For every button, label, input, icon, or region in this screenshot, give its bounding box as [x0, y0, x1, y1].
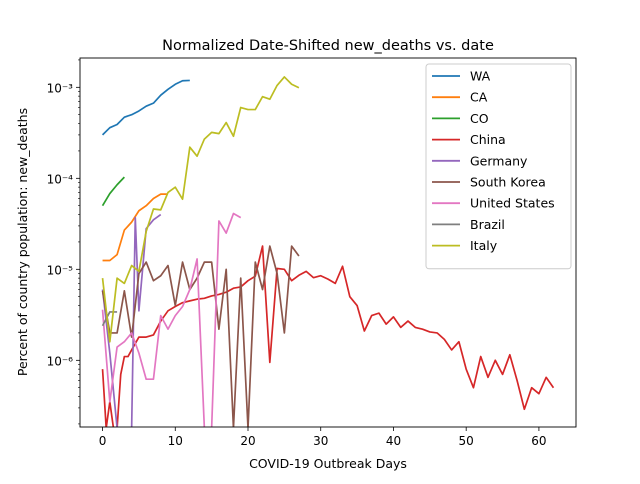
legend-label: Brazil: [470, 217, 505, 232]
legend-label: Germany: [470, 153, 528, 168]
series-line-south-korea: [101, 245, 300, 427]
y-tick-label: 10⁻⁴: [47, 172, 74, 186]
y-tick-label: 10⁻³: [47, 81, 74, 95]
x-axis: 0 10 20 30 40 50 60: [99, 427, 547, 448]
legend-label: United States: [470, 196, 555, 211]
legend-box: [425, 63, 572, 270]
series-line-ca: [102, 193, 168, 262]
series-line-united-states: [101, 212, 242, 427]
legend-label: WA: [470, 69, 491, 84]
legend-label: Italy: [470, 238, 498, 253]
legend-label: CA: [470, 90, 488, 105]
chart-title: Normalized Date-Shifted new_deaths vs. d…: [162, 38, 494, 54]
x-tick-label: 20: [240, 434, 255, 448]
plot-frame: [79, 57, 577, 428]
series-line-italy: [101, 76, 300, 343]
x-tick-label: 10: [168, 434, 183, 448]
series-line-china: [101, 245, 555, 427]
x-tick-label: 40: [386, 434, 401, 448]
y-axis: 10⁻⁶ 10⁻⁵ 10⁻⁴ 10⁻³: [47, 59, 80, 425]
y-axis-label: Percent of country population: new_death…: [15, 108, 30, 376]
x-tick-label: 0: [99, 434, 107, 448]
legend-label: CO: [470, 111, 489, 126]
y-tick-label: 10⁻⁶: [47, 354, 74, 368]
x-axis-label: COVID-19 Outbreak Days: [249, 456, 407, 471]
y-tick-label: 10⁻⁵: [47, 263, 74, 277]
x-tick-label: 60: [531, 434, 546, 448]
x-tick-label: 50: [459, 434, 474, 448]
legend-label: South Korea: [470, 175, 546, 190]
x-tick-label: 30: [313, 434, 328, 448]
series-line-wa: [101, 79, 190, 136]
legend-label: China: [470, 132, 506, 147]
series-layer: [101, 76, 555, 427]
legend: WA CA CO China Germany South Korea United Stat…: [425, 63, 572, 270]
series-line-co: [101, 176, 125, 207]
series-line-brazil: [101, 311, 118, 327]
